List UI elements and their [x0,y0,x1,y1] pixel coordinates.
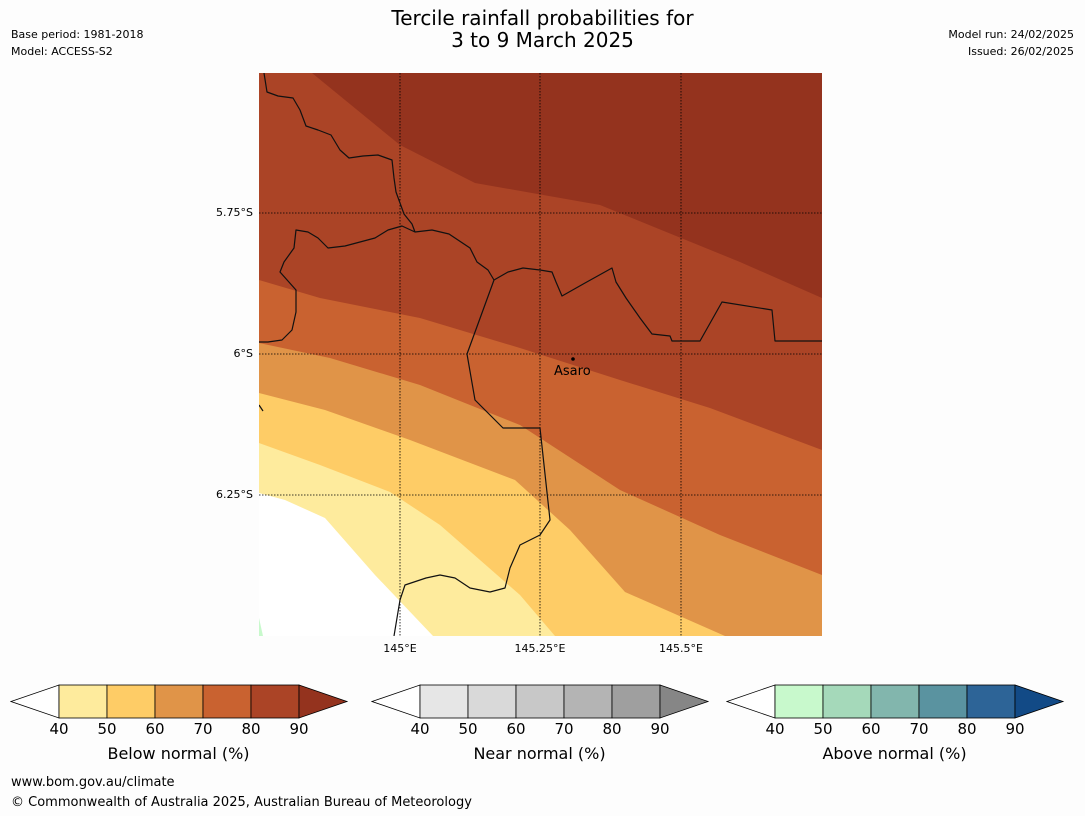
metadata-left: Base period: 1981-2018 Model: ACCESS-S2 [11,26,143,60]
cbar-below-segment [202,684,252,719]
cbar-below-high-arrow [298,684,349,719]
cbar-near-segment [467,684,517,719]
lat-label-5-75s: 5.75°S [216,206,253,219]
cbar-above-segment [870,684,920,719]
tick-label: 90 [1005,720,1025,738]
cbar-above-low-arrow [726,684,776,719]
tick-label: 60 [145,720,165,738]
colorbar-above-title: Above normal (%) [822,744,967,763]
cbar-above-segment [822,684,872,719]
tick-label: 80 [957,720,977,738]
cbar-near-segment [611,684,661,719]
title-line-2: 3 to 9 March 2025 [451,28,634,52]
cbar-above-high-arrow [1014,684,1065,719]
lon-label-145e: 145°E [383,642,417,655]
model-run-text: Model run: 24/02/2025 [948,28,1074,41]
tick-label: 80 [602,720,622,738]
colorbar-below-title: Below normal (%) [107,744,250,763]
border-lines [259,73,822,636]
tick-label: 80 [241,720,261,738]
tick-label: 70 [909,720,929,738]
graticule [259,73,822,636]
tick-label: 40 [49,720,69,738]
place-label-asaro: Asaro [554,364,591,379]
cbar-below-segment [106,684,156,719]
lon-label-145-5e: 145.5°E [659,642,703,655]
band-white [259,493,433,636]
tick-label: 50 [458,720,478,738]
cbar-near-high-arrow [659,684,710,719]
cbar-near-segment [563,684,613,719]
tick-label: 50 [813,720,833,738]
lat-label-6s: 6°S [233,347,253,360]
cbar-near-low-arrow [371,684,421,719]
issued-text: Issued: 26/02/2025 [967,45,1074,58]
cbar-near-segment [419,684,469,719]
lon-label-145-25e: 145.25°E [514,642,566,655]
cbar-below-segment [154,684,204,719]
base-period-text: Base period: 1981-2018 [11,28,144,41]
tick-label: 40 [410,720,430,738]
tick-label: 60 [506,720,526,738]
tick-label: 90 [650,720,670,738]
band-above-40 [259,618,263,636]
colorbar-near-title: Near normal (%) [473,744,606,763]
cbar-below-segment [58,684,108,719]
tick-label: 70 [193,720,213,738]
tick-label: 40 [765,720,785,738]
cbar-below-low-arrow [10,684,60,719]
tick-label: 90 [289,720,309,738]
tick-label: 70 [554,720,574,738]
cbar-above-segment [774,684,824,719]
model-text: Model: ACCESS-S2 [11,45,113,58]
cbar-below-segment [250,684,300,719]
tick-label: 60 [861,720,881,738]
title-line-1: Tercile rainfall probabilities for [391,6,694,30]
band-below-90 [312,73,822,298]
lat-label-6-25s: 6.25°S [216,488,253,501]
map-frame [259,73,822,636]
colorbar-near [371,684,710,719]
asaro-marker [571,357,575,361]
tick-label: 50 [97,720,117,738]
cbar-above-segment [918,684,968,719]
colorbar-below [10,684,349,719]
footer-url: www.bom.gov.au/climate [11,775,175,790]
metadata-right: Model run: 24/02/2025 Issued: 26/02/2025 [948,26,1074,60]
cbar-near-segment [515,684,565,719]
colorbar-above [726,684,1065,719]
cbar-above-segment [966,684,1016,719]
footer-copyright: © Commonwealth of Australia 2025, Austra… [11,795,472,810]
page-title: Tercile rainfall probabilities for 3 to … [0,7,1085,51]
